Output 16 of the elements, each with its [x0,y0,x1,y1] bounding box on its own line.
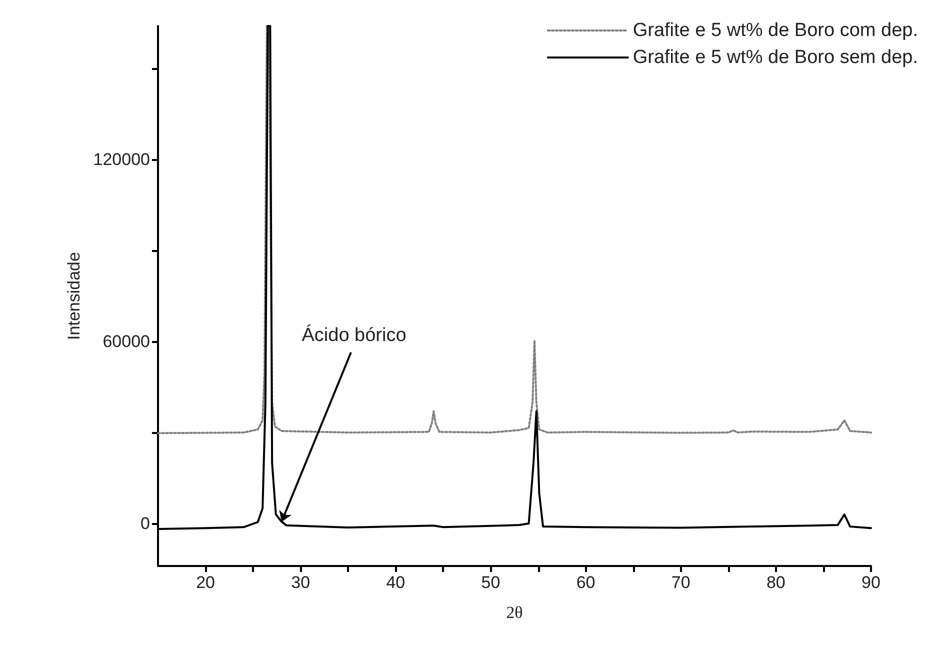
y-tick-label: 120000 [93,150,150,169]
x-tick-label: 80 [766,573,786,592]
legend-label: Grafite e 5 wt% de Boro com dep. [632,20,918,41]
x-tick-label: 90 [862,573,880,592]
x-tick-label: 50 [481,573,500,592]
x-tick-label: 70 [671,573,690,592]
x-tick-label: 60 [576,573,596,592]
x-axis-title: 2θ [506,603,523,622]
y-tick-label: 60000 [102,332,150,352]
annotation: Ácido bórico [302,324,406,346]
x-tick-label: 30 [291,573,310,592]
y-axis-title: Intensidade [64,252,84,340]
y-tick-label: 0 [140,514,150,534]
x-tick-label: 40 [386,573,406,592]
legend-label: Grafite e 5 wt% de Boro sem dep. [632,47,918,68]
x-tick-label: 20 [196,573,215,592]
